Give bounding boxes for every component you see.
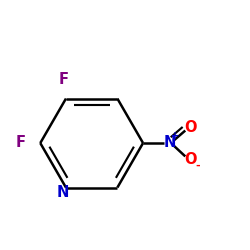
Text: O: O [184,152,196,167]
Text: -: - [196,161,200,171]
Text: F: F [59,72,69,86]
Text: N: N [57,185,70,200]
Text: O: O [184,120,196,135]
Text: F: F [16,135,26,150]
Text: +: + [172,131,179,141]
Text: N: N [163,135,176,150]
